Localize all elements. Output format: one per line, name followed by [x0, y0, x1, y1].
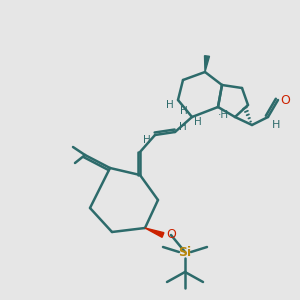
Polygon shape	[205, 56, 209, 72]
Text: Si: Si	[178, 245, 192, 259]
Text: H: H	[272, 120, 280, 130]
Text: O: O	[166, 229, 176, 242]
Text: H: H	[180, 106, 188, 116]
Text: H: H	[194, 117, 202, 127]
Text: H: H	[143, 135, 151, 145]
Text: H: H	[179, 122, 187, 132]
Text: ·H: ·H	[218, 110, 229, 120]
Polygon shape	[145, 228, 164, 237]
Text: O: O	[280, 94, 290, 106]
Text: H: H	[166, 100, 174, 110]
